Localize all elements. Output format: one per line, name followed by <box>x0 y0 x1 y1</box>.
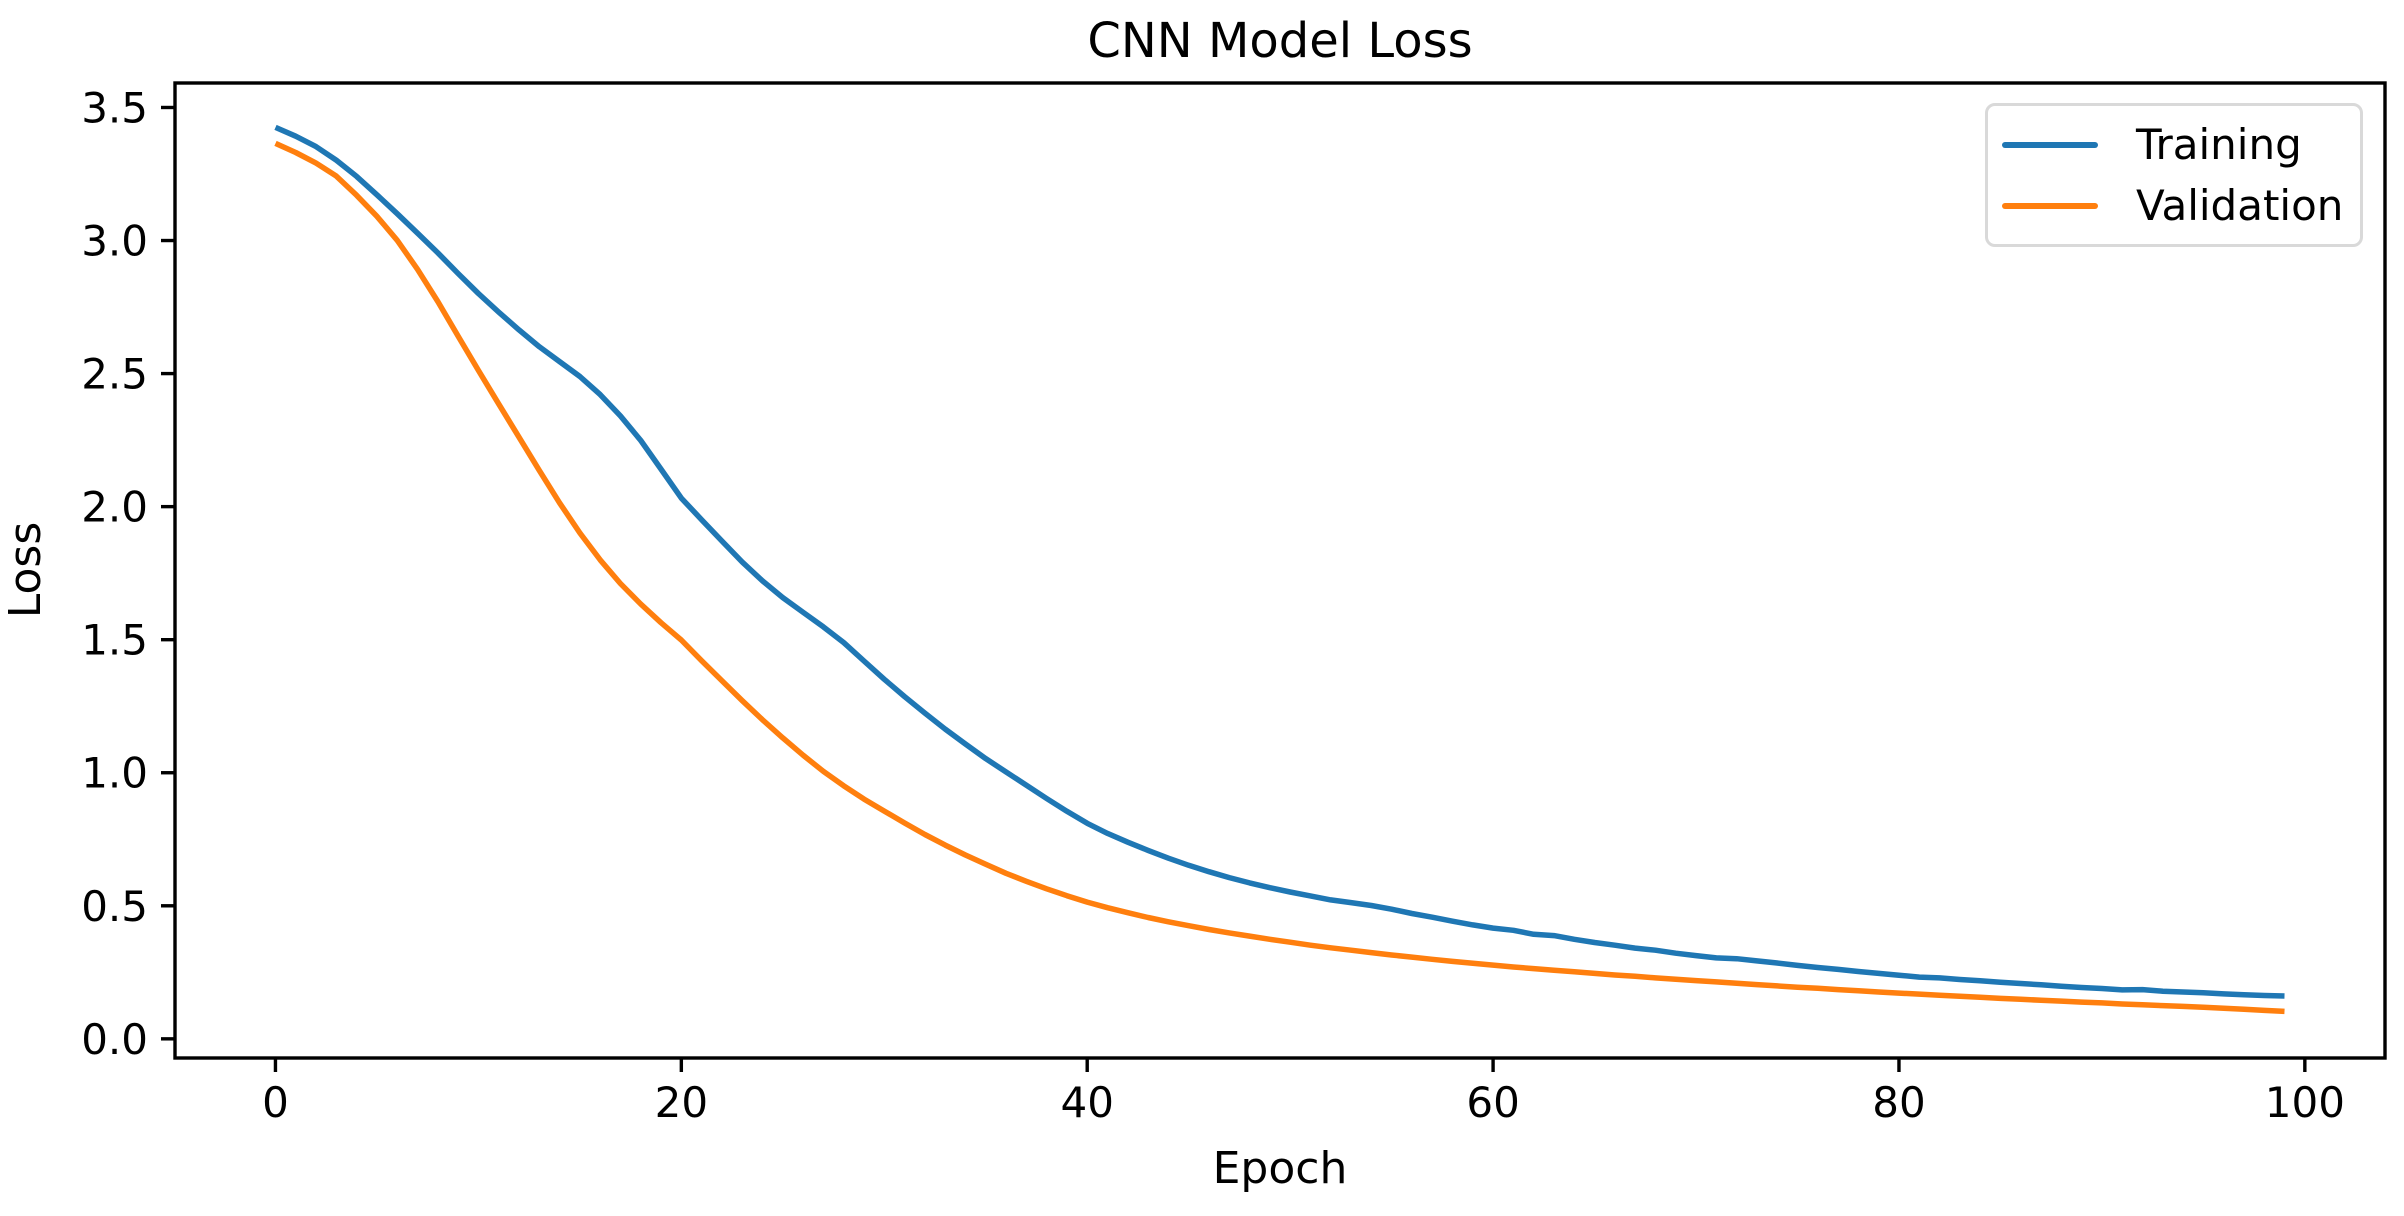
y-tick-label: 3.5 <box>81 83 148 132</box>
y-tick-label: 1.0 <box>81 749 148 798</box>
y-tick-label: 3.0 <box>81 217 148 266</box>
x-tick-label: 20 <box>655 1078 708 1127</box>
legend-label-validation: Validation <box>2136 180 2344 230</box>
chart-title: CNN Model Loss <box>1087 13 1472 69</box>
y-axis-label: Loss <box>0 522 51 619</box>
legend: Training Validation <box>1985 103 2363 247</box>
y-axis-ticks: 0.0 0.5 1.0 1.5 2.0 2.5 3.0 3.5 <box>81 83 175 1064</box>
plot-border <box>173 81 2387 1060</box>
y-tick-label: 2.0 <box>81 483 148 532</box>
series-lines <box>274 124 2285 1015</box>
y-tick-label: 0.0 <box>81 1015 148 1064</box>
legend-label-training: Training <box>2136 119 2302 169</box>
x-tick-label: 0 <box>262 1078 289 1127</box>
x-tick-label: 60 <box>1466 1078 1519 1127</box>
training-line-swatch <box>2002 141 2098 148</box>
x-tick-label: 40 <box>1060 1078 1113 1127</box>
x-tick-label: 100 <box>2265 1078 2345 1127</box>
validation-line-swatch <box>2002 202 2098 209</box>
y-tick-label: 2.5 <box>81 350 148 399</box>
y-tick-label: 0.5 <box>81 882 148 931</box>
legend-entry-training: Training <box>2002 119 2346 169</box>
x-tick-label: 80 <box>1872 1078 1925 1127</box>
training-line <box>274 124 2285 999</box>
validation-line <box>274 140 2285 1015</box>
x-axis-ticks: 0 20 40 60 80 100 <box>262 1058 2345 1127</box>
x-axis-label: Epoch <box>1213 1143 1348 1194</box>
legend-entry-validation: Validation <box>2002 180 2346 230</box>
y-tick-label: 1.5 <box>81 616 148 665</box>
